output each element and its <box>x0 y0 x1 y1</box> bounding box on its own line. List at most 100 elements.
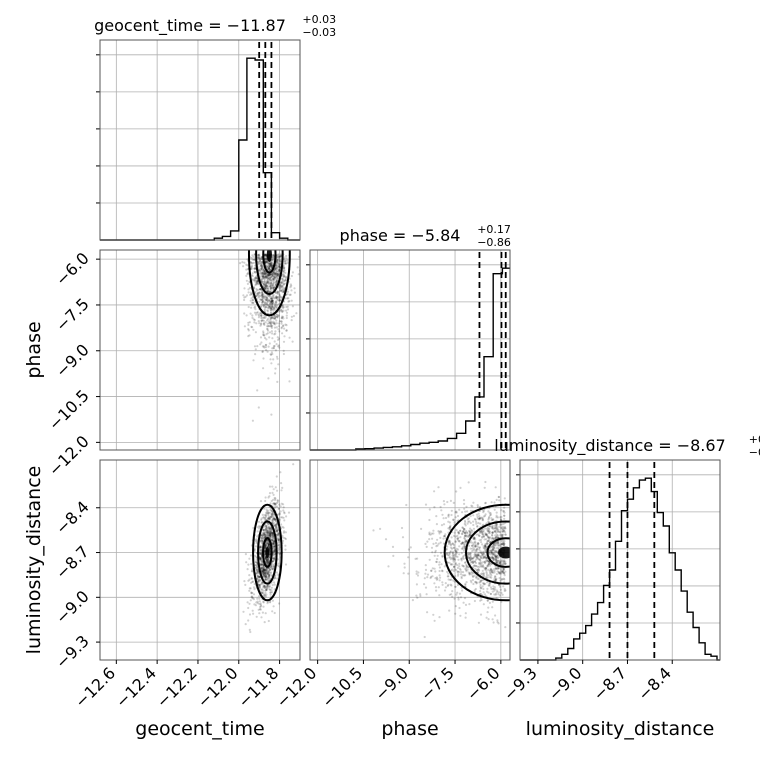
sample-point <box>276 290 279 293</box>
sample-point <box>262 567 266 570</box>
sample-point <box>495 514 498 517</box>
sample-point <box>273 546 276 549</box>
sample-point <box>264 295 267 298</box>
sample-point <box>271 262 274 265</box>
sample-point <box>478 565 481 569</box>
sample-point <box>504 626 507 629</box>
sample-point <box>265 568 268 572</box>
sample-point <box>464 534 467 538</box>
sample-point <box>262 322 265 325</box>
sample-point <box>261 591 264 595</box>
sample-point <box>260 269 263 272</box>
sample-point <box>428 533 431 536</box>
sample-point <box>266 578 269 581</box>
sample-point <box>493 536 496 540</box>
sample-point <box>275 261 278 264</box>
sample-point <box>259 263 262 267</box>
sample-point <box>468 572 471 575</box>
sample-point <box>251 326 254 329</box>
sample-point <box>277 532 280 535</box>
sample-point <box>496 555 499 558</box>
sample-point <box>476 525 479 528</box>
sample-point <box>266 529 269 532</box>
sample-point <box>259 558 263 561</box>
sample-point <box>457 573 460 576</box>
sample-point <box>490 556 494 559</box>
sample-point <box>268 268 271 271</box>
sample-point <box>262 299 265 302</box>
sample-point <box>255 568 258 572</box>
sample-point <box>482 546 485 549</box>
sample-point <box>263 568 266 571</box>
sample-point <box>259 288 263 291</box>
sample-point <box>275 273 278 276</box>
sample-point <box>292 314 295 318</box>
sample-point <box>264 518 268 522</box>
sample-point <box>269 297 272 300</box>
sample-point <box>456 548 460 551</box>
sample-point <box>271 533 274 536</box>
sample-point <box>281 280 284 283</box>
sample-point <box>278 263 281 266</box>
sample-point <box>264 571 267 574</box>
sample-point <box>262 573 265 576</box>
sample-point <box>262 367 265 370</box>
sample-point <box>269 534 272 537</box>
sample-point <box>254 305 257 308</box>
sample-point <box>447 541 450 544</box>
sample-point <box>485 532 488 536</box>
sample-point <box>259 563 262 566</box>
sample-point <box>270 514 273 517</box>
sample-point <box>479 555 482 558</box>
sample-point <box>270 320 273 324</box>
sample-point <box>488 560 491 563</box>
sample-point <box>491 536 494 540</box>
sample-point <box>276 292 279 295</box>
sample-point <box>286 259 289 262</box>
sample-point <box>276 277 279 280</box>
sample-point <box>275 530 278 533</box>
sample-point <box>245 314 248 317</box>
sample-point <box>271 273 274 277</box>
sample-point <box>473 589 476 592</box>
sample-point <box>488 538 491 542</box>
sample-point <box>474 553 477 556</box>
sample-point <box>260 265 263 268</box>
sample-point <box>464 574 467 577</box>
sample-point <box>459 529 462 532</box>
sample-point <box>280 327 283 330</box>
sample-point <box>269 536 272 539</box>
sample-point <box>250 562 253 566</box>
sample-point <box>271 303 274 306</box>
sample-point <box>264 301 267 304</box>
sample-point <box>279 260 282 263</box>
sample-point <box>277 499 280 502</box>
sample-point <box>492 537 495 541</box>
sample-point <box>501 542 504 545</box>
sample-point <box>264 533 267 536</box>
sample-point <box>503 578 506 581</box>
sample-point <box>484 548 487 551</box>
sample-point <box>466 510 469 513</box>
sample-point <box>493 550 496 553</box>
sample-point <box>271 512 274 515</box>
sample-point <box>434 542 438 545</box>
sample-point <box>248 574 251 577</box>
sample-point <box>260 517 263 520</box>
sample-point <box>490 569 493 572</box>
sample-point <box>253 279 256 282</box>
sample-point <box>438 594 441 597</box>
sample-point <box>258 259 261 262</box>
sample-point <box>267 574 270 578</box>
sample-point <box>271 567 274 570</box>
sample-point <box>267 265 271 268</box>
sample-point <box>263 296 266 299</box>
sample-point <box>267 571 270 574</box>
sample-point <box>499 559 502 562</box>
sample-point <box>502 544 506 547</box>
sample-point <box>257 520 261 523</box>
sample-point <box>263 537 266 540</box>
sample-point <box>267 278 270 281</box>
sample-point <box>259 294 262 297</box>
sample-point <box>291 271 294 274</box>
